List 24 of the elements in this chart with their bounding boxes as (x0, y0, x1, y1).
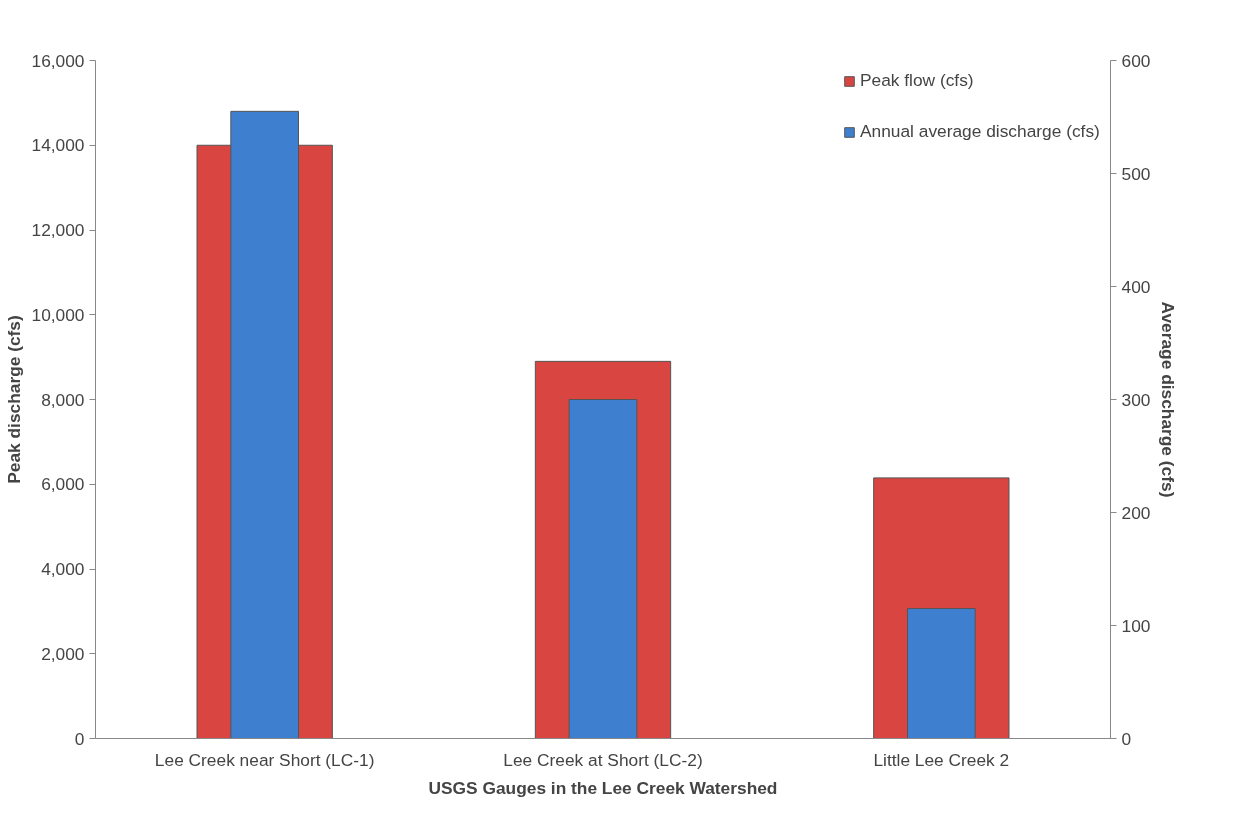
y2-tick-label: 0 (1121, 728, 1132, 749)
y-tick-label: 14,000 (31, 135, 85, 156)
y2-tick-label: 100 (1121, 615, 1151, 636)
y2-tick-label: 600 (1121, 50, 1151, 71)
y2-tick-label: 400 (1121, 276, 1151, 297)
x-tick-label: Lee Creek at Short (LC-2) (503, 749, 703, 770)
y-tick-label: 2,000 (41, 643, 85, 664)
y-tick-label: 4,000 (41, 559, 85, 579)
legend-label: Peak flow (cfs) (860, 70, 975, 91)
y2-tick-label: 500 (1121, 163, 1151, 184)
y-tick-label: 10,000 (31, 304, 85, 325)
y-tick-label: 6,000 (41, 474, 85, 495)
legend-label: Annual average discharge (cfs) (860, 121, 1100, 142)
x-tick-label: Little Lee Creek 2 (873, 749, 1010, 770)
y2-tick-label: 300 (1121, 389, 1151, 410)
y-tick-label: 8,000 (41, 389, 85, 410)
y-tick-label: 0 (74, 728, 85, 749)
y2-tick-label: 200 (1121, 502, 1151, 523)
y-tick-label: 12,000 (31, 220, 85, 240)
y-axis-title: Peak discharge (cfs) (3, 315, 24, 484)
x-axis-title: USGS Gauges in the Lee Creek Watershed (428, 777, 778, 798)
y2-axis-title: Average discharge (cfs) (1158, 301, 1179, 498)
y-tick-label: 16,000 (31, 50, 85, 71)
x-tick-label: Lee Creek near Short (LC-1) (154, 749, 375, 770)
